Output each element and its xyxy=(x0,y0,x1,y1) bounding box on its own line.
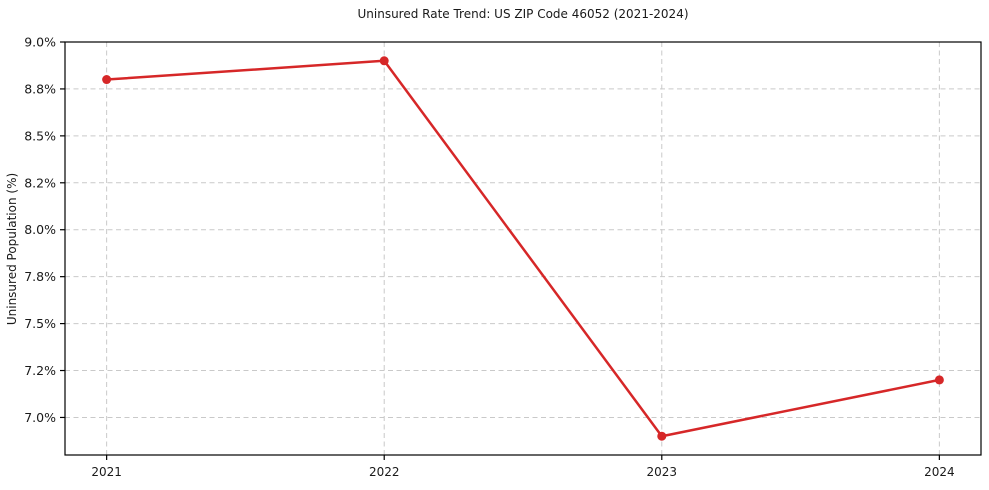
data-point xyxy=(934,375,944,385)
plot-border xyxy=(64,41,982,456)
x-tick-label: 2021 xyxy=(91,465,122,479)
x-tick-label: 2023 xyxy=(647,465,678,479)
chart-title: Uninsured Rate Trend: US ZIP Code 46052 … xyxy=(357,7,689,21)
y-tick-label: 7.5% xyxy=(24,316,56,331)
data-point xyxy=(379,56,389,66)
x-tick-label: 2024 xyxy=(924,465,955,479)
y-tick-label: 8.0% xyxy=(24,222,56,237)
y-tick-label: 7.8% xyxy=(24,269,56,284)
x-tick-label: 2022 xyxy=(369,465,400,479)
data-point xyxy=(657,431,667,441)
y-tick-label: 7.0% xyxy=(24,410,56,425)
data-point xyxy=(102,75,112,85)
y-tick-label: 7.2% xyxy=(24,363,56,378)
y-tick-label: 8.8% xyxy=(24,81,56,96)
y-tick-label: 8.2% xyxy=(24,175,56,190)
y-tick-label: 8.5% xyxy=(24,128,56,143)
y-tick-label: 9.0% xyxy=(24,35,56,50)
trend-line xyxy=(105,59,941,438)
